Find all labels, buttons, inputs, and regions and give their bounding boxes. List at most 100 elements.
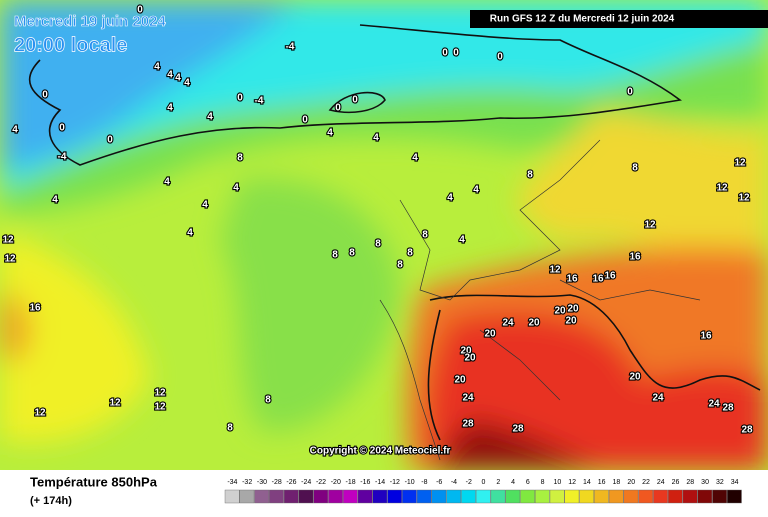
scale-cell (697, 489, 713, 504)
run-info: Run GFS 12 Z du Mercredi 12 juin 2024 (490, 14, 675, 25)
contour-label: 0 (497, 52, 503, 63)
scale-label: 12 (568, 479, 576, 486)
contour-label: 28 (741, 425, 753, 436)
contour-label: 0 (352, 95, 358, 106)
contour-label: 4 (164, 177, 170, 188)
scale-cell (564, 489, 580, 504)
contour-label: 16 (592, 274, 604, 285)
scale-label: 22 (642, 479, 650, 486)
scale-cell (638, 489, 654, 504)
scale-cell (431, 489, 447, 504)
contour-label: 28 (462, 419, 474, 430)
contour-label: 0 (627, 87, 633, 98)
contour-label: 0 (335, 103, 341, 114)
footer-lead: (+ 174h) (30, 495, 72, 507)
contour-label: 12 (154, 388, 166, 399)
contour-label: 16 (604, 271, 616, 282)
contour-label: -4 (286, 42, 295, 53)
scale-label: -14 (375, 479, 385, 486)
scale-cell (505, 489, 521, 504)
scale-label: -24 (301, 479, 311, 486)
scale-cell (328, 489, 343, 504)
contour-label: 16 (566, 274, 578, 285)
contour-label: 8 (332, 250, 338, 261)
scale-label: -32 (242, 479, 252, 486)
scale-cell (254, 489, 270, 504)
scale-label: 2 (496, 479, 500, 486)
contour-label: 12 (644, 220, 656, 231)
contour-label: 4 (473, 185, 479, 196)
contour-label: 20 (528, 318, 540, 329)
scale-label: -20 (331, 479, 341, 486)
contour-label: 4 (167, 103, 173, 114)
contour-label: 16 (629, 252, 641, 263)
forecast-date: Mercredi 19 juin 2024 (14, 13, 166, 30)
scale-label: 18 (613, 479, 621, 486)
contour-label: 16 (700, 331, 712, 342)
contour-label: 24 (652, 393, 664, 404)
contour-label: 12 (716, 183, 728, 194)
scale-label: -30 (257, 479, 267, 486)
contour-label: 12 (154, 402, 166, 413)
scale-cell (372, 489, 388, 504)
contour-label: 24 (462, 393, 474, 404)
scale-label: 16 (598, 479, 606, 486)
scale-cell (402, 489, 417, 504)
contour-label: 4 (447, 193, 453, 204)
contour-label: 4 (52, 195, 58, 206)
contour-label: 24 (502, 318, 514, 329)
scale-label: -16 (360, 479, 370, 486)
scale-label: -18 (345, 479, 355, 486)
contour-label: 12 (109, 398, 121, 409)
contour-label: 4 (202, 200, 208, 211)
scale-cell (682, 489, 698, 504)
scale-cell (549, 489, 565, 504)
scale-cell (416, 489, 432, 504)
scale-cell (224, 489, 240, 504)
contour-label: 24 (708, 399, 720, 410)
scale-label: 26 (672, 479, 680, 486)
run-banner (470, 10, 768, 28)
contour-label: 8 (397, 260, 403, 271)
contour-label: 4 (412, 153, 418, 164)
contour-label: 8 (237, 153, 243, 164)
contour-label: 0 (107, 135, 113, 146)
contour-label: 16 (29, 303, 41, 314)
scale-label: -8 (421, 479, 427, 486)
scale-label: 4 (511, 479, 515, 486)
contour-label: 20 (629, 372, 641, 383)
scale-cell (239, 489, 255, 504)
contour-label: 4 (184, 78, 190, 89)
contour-label: 20 (454, 375, 466, 386)
scale-cell (313, 489, 329, 504)
contour-label: 8 (227, 423, 233, 434)
contour-label: 4 (233, 183, 239, 194)
contour-label: 4 (207, 112, 213, 123)
contour-label: 28 (722, 403, 734, 414)
contour-label: 4 (175, 73, 181, 84)
scale-cell (446, 489, 462, 504)
scale-label: 20 (627, 479, 635, 486)
scale-label: -12 (390, 479, 400, 486)
contour-label: 8 (422, 230, 428, 241)
contour-label: 0 (59, 123, 65, 134)
footer-title: Température 850hPa (30, 474, 158, 489)
contour-label: -4 (58, 152, 67, 163)
contour-label: 8 (527, 170, 533, 181)
contour-label: 4 (167, 70, 173, 81)
scale-label: 30 (701, 479, 709, 486)
scale-label: 28 (686, 479, 694, 486)
copyright: Copyright © 2024 Meteociel.fr (310, 446, 451, 457)
scale-label: -28 (272, 479, 282, 486)
contour-label: 4 (327, 128, 333, 139)
contour-label: 4 (12, 125, 18, 136)
scale-label: 10 (553, 479, 561, 486)
temperature-field (0, 0, 768, 470)
contour-label: 20 (484, 329, 496, 340)
scale-cell (475, 489, 491, 504)
scale-label: 14 (583, 479, 591, 486)
scale-cell (579, 489, 594, 504)
scale-cell (608, 489, 624, 504)
contour-label: 8 (375, 239, 381, 250)
